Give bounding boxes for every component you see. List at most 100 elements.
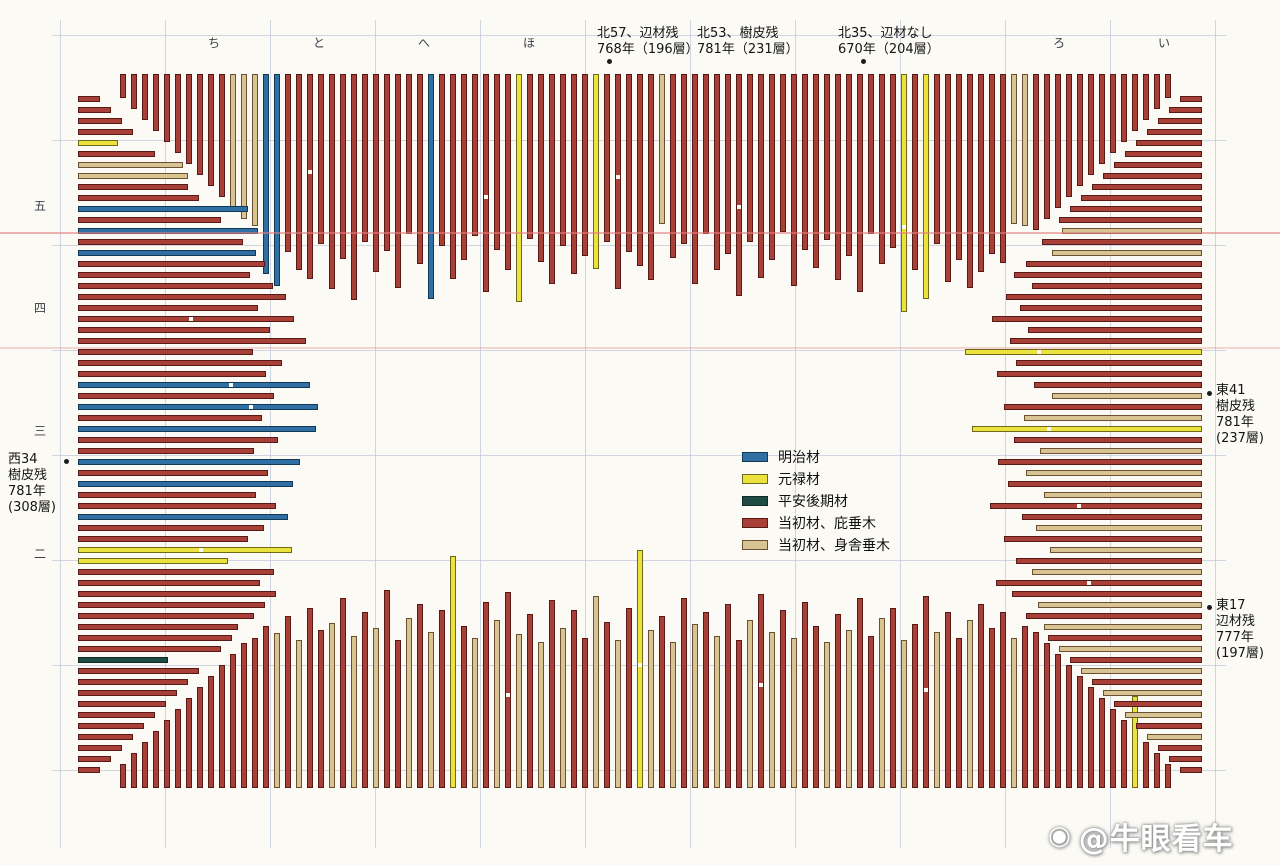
- right-rafter-bar: [990, 503, 1202, 509]
- bottom-rafter-bar: [197, 687, 203, 788]
- top-rafter-bar: [879, 74, 885, 264]
- left-rafter-bar: [78, 591, 276, 597]
- rafter-joint-notch: [737, 205, 741, 209]
- grid-line-horizontal: [52, 350, 1226, 351]
- right-rafter-bar: [1059, 646, 1202, 652]
- left-rafter-bar: [78, 481, 293, 487]
- bottom-rafter-bar: [879, 618, 885, 788]
- right-rafter-bar: [1010, 338, 1202, 344]
- top-rafter-bar: [373, 74, 379, 272]
- right-rafter-bar: [992, 316, 1202, 322]
- top-rafter-bar: [780, 74, 786, 232]
- rafter-joint-notch: [1037, 350, 1041, 354]
- legend-row: 平安後期材: [742, 490, 890, 512]
- bottom-rafter-bar: [1022, 626, 1028, 788]
- left-rafter-bar: [78, 756, 111, 762]
- annotation-line: 樹皮残: [8, 468, 48, 483]
- left-rafter-bar: [78, 514, 288, 520]
- bottom-rafter-bar: [274, 633, 280, 788]
- top-rafter-bar: [604, 74, 610, 242]
- bottom-rafter-bar: [1121, 720, 1127, 788]
- top-rafter-bar: [351, 74, 357, 300]
- top-rafter-bar: [252, 74, 258, 226]
- top-rafter-bar: [450, 74, 456, 279]
- top-rafter-bar: [945, 74, 951, 282]
- sample-reference-dot: [1207, 605, 1212, 610]
- top-rafter-bar: [153, 74, 159, 131]
- bottom-rafter-bar: [604, 622, 610, 788]
- right-rafter-bar: [1158, 745, 1202, 751]
- left-rafter-bar: [78, 448, 254, 454]
- bottom-rafter-bar: [714, 636, 720, 788]
- right-rafter-bar: [1081, 668, 1202, 674]
- left-rafter-bar: [78, 305, 258, 311]
- bottom-rafter-bar: [263, 626, 269, 788]
- left-rafter-bar: [78, 382, 310, 388]
- top-rafter-bar: [516, 74, 522, 302]
- rafter-joint-notch: [638, 663, 642, 667]
- rafter-joint-notch: [506, 693, 510, 697]
- bay-label-top: ろ: [1053, 36, 1066, 50]
- bottom-rafter-bar: [901, 640, 907, 788]
- bottom-rafter-bar: [142, 742, 148, 788]
- bottom-rafter-bar: [406, 618, 412, 788]
- bottom-rafter-bar: [868, 636, 874, 788]
- left-rafter-bar: [78, 668, 199, 674]
- left-rafter-bar: [78, 195, 199, 201]
- left-rafter-bar: [78, 239, 243, 245]
- right-rafter-bar: [996, 580, 1202, 586]
- left-rafter-bar: [78, 547, 292, 553]
- annotation-line: 781年: [1216, 415, 1254, 430]
- left-rafter-bar: [78, 536, 248, 542]
- left-rafter-bar: [78, 327, 270, 333]
- rafter-joint-notch: [308, 170, 312, 174]
- annotation-line: 670年（204層）: [838, 42, 940, 57]
- right-rafter-bar: [1103, 690, 1202, 696]
- right-rafter-bar: [1038, 602, 1202, 608]
- annotation-line: (197層): [1216, 646, 1264, 661]
- bottom-rafter-bar: [857, 598, 863, 788]
- left-rafter-bar: [78, 679, 188, 685]
- top-rafter-bar: [384, 74, 390, 251]
- grid-line-vertical: [1005, 20, 1006, 848]
- legend-label: 元禄材: [778, 472, 820, 488]
- rafter-joint-notch: [616, 175, 620, 179]
- left-rafter-bar: [78, 415, 262, 421]
- top-rafter-bar: [131, 74, 137, 109]
- bottom-rafter-bar: [659, 616, 665, 788]
- top-rafter-bar: [791, 74, 797, 286]
- bottom-rafter-bar: [593, 596, 599, 788]
- legend-row: 当初材、庇垂木: [742, 512, 890, 534]
- bottom-rafter-bar: [164, 720, 170, 788]
- bottom-rafter-bar: [395, 640, 401, 788]
- annotation-line: 781年（231層）: [697, 42, 799, 57]
- bottom-rafter-bar: [241, 643, 247, 788]
- top-rafter-bar: [1099, 74, 1105, 164]
- bottom-rafter-bar: [439, 610, 445, 788]
- right-rafter-bar: [1169, 756, 1202, 762]
- right-rafter-bar: [1158, 118, 1202, 124]
- bay-label-top: ち: [208, 36, 221, 50]
- left-rafter-bar: [78, 657, 168, 663]
- bottom-rafter-bar: [934, 632, 940, 788]
- left-rafter-bar: [78, 492, 256, 498]
- right-rafter-bar: [1048, 635, 1202, 641]
- right-rafter-bar: [1036, 525, 1202, 531]
- bottom-rafter-bar: [725, 604, 731, 788]
- left-rafter-bar: [78, 206, 248, 212]
- bottom-rafter-bar: [296, 640, 302, 788]
- scan-fold-line: [0, 347, 1280, 349]
- annotation-line: 東41: [1216, 383, 1246, 398]
- grid-line-vertical: [900, 20, 901, 848]
- top-rafter-bar: [670, 74, 676, 258]
- annotation-line: 辺材残: [1216, 614, 1256, 629]
- top-rafter-bar: [934, 74, 940, 244]
- bottom-rafter-bar: [340, 598, 346, 788]
- left-rafter-bar: [78, 701, 166, 707]
- annotation-line: 北35、辺材なし: [838, 26, 933, 41]
- bottom-rafter-bar: [131, 753, 137, 788]
- right-rafter-bar: [1024, 415, 1202, 421]
- grid-line-vertical: [585, 20, 586, 848]
- left-rafter-bar: [78, 635, 232, 641]
- top-rafter-bar: [1165, 74, 1171, 98]
